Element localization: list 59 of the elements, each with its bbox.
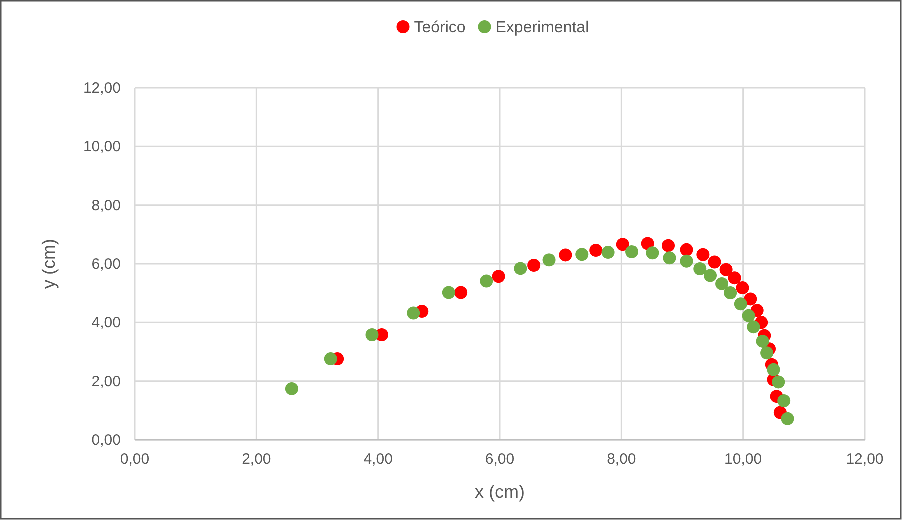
point [760, 346, 774, 360]
point [324, 352, 338, 366]
point [772, 376, 786, 389]
point [662, 239, 676, 252]
point [781, 412, 794, 426]
y-tick-label: 2,00 [92, 373, 121, 390]
point [528, 258, 541, 272]
point [756, 334, 770, 348]
point [736, 282, 750, 295]
point [366, 328, 379, 342]
point [696, 248, 710, 262]
point [542, 254, 556, 267]
point [742, 309, 756, 322]
x-axis-title: x (cm) [475, 482, 525, 502]
point [694, 262, 707, 276]
point [680, 243, 694, 256]
y-tick-label: 4,00 [92, 314, 121, 332]
x-tick-label: 12,00 [846, 451, 884, 468]
point [454, 286, 468, 300]
point [708, 256, 722, 269]
point [626, 245, 639, 258]
point [747, 320, 760, 334]
point [778, 394, 791, 408]
point [407, 306, 420, 320]
y-tick-label: 12,00 [83, 80, 121, 97]
point [285, 382, 298, 396]
y-tick-label: 10,00 [83, 138, 121, 156]
point [728, 272, 742, 285]
y-axis-title: y (cm) [39, 239, 59, 289]
point [734, 298, 748, 311]
legend-label: Experimental [496, 20, 590, 36]
y-tick-label: 8,00 [92, 197, 121, 214]
point [559, 248, 572, 262]
point [576, 248, 589, 262]
point [680, 254, 694, 268]
x-tick-label: 10,00 [724, 451, 762, 468]
point [492, 270, 506, 284]
point [442, 286, 456, 300]
point [480, 274, 494, 288]
x-tick-label: 4,00 [364, 451, 393, 468]
point [514, 262, 528, 276]
point [720, 263, 733, 276]
point [616, 238, 630, 252]
x-tick-label: 0,00 [120, 451, 150, 468]
point [724, 286, 738, 300]
point [590, 244, 603, 258]
y-tick-label: 6,00 [92, 256, 121, 273]
point [663, 252, 676, 265]
point [602, 246, 615, 260]
point [646, 246, 660, 260]
y-tick-label: 0,00 [92, 432, 121, 449]
point [744, 292, 758, 306]
point [716, 277, 729, 290]
x-tick-label: 2,00 [242, 451, 272, 468]
x-tick-label: 8,00 [607, 451, 636, 468]
legend-label: Teórico [414, 20, 466, 36]
point [767, 363, 780, 376]
x-tick-label: 6,00 [485, 451, 515, 468]
point [704, 269, 717, 282]
